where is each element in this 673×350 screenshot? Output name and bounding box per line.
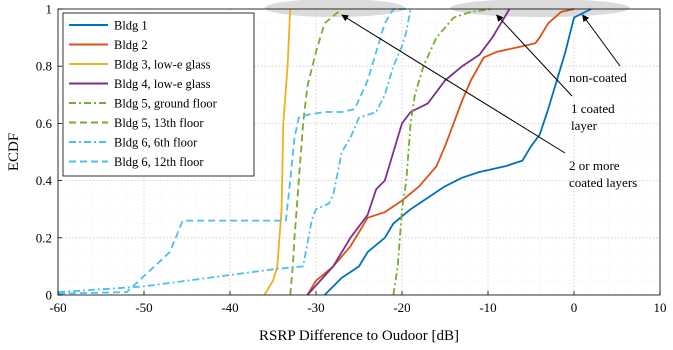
legend-label: Bldg 3, low-e glass [114, 58, 211, 72]
annotation-arrow [496, 14, 573, 97]
legend: Bldg 1 Bldg 2 Bldg 3, low-e glass Bldg 4, l… [62, 12, 255, 177]
annotation-label: layer [571, 118, 598, 133]
y-tick-label: 0.8 [36, 59, 52, 74]
highlight-blob-left [265, 0, 405, 17]
legend-label: Bldg 4, low-e glass [114, 77, 211, 91]
legend-label: Bldg 1 [114, 19, 148, 33]
annotation-label: 2 or more [569, 158, 620, 173]
y-tick-label: 0.2 [36, 230, 52, 245]
x-tick-label: -50 [135, 300, 152, 315]
x-tick-label: 10 [654, 300, 667, 315]
legend-label: Bldg 6, 6th floor [114, 136, 198, 150]
legend-label: Bldg 6, 12th floor [114, 155, 204, 169]
annotations: non-coated 1 coated layer 2 or more coated l… [341, 14, 637, 190]
legend-label: Bldg 5, ground floor [114, 97, 218, 111]
x-tick-label: -60 [49, 300, 66, 315]
y-tick-label: 0 [46, 288, 53, 303]
x-tick-label: -10 [479, 300, 496, 315]
x-axis-label: RSRP Difference to Oudoor [dB] [259, 328, 459, 344]
series-layer [57, 8, 592, 296]
x-axis: -60 -50 -40 -30 -20 -10 0 10 [49, 291, 667, 315]
series-line-6 [289, 8, 343, 296]
annotation-arrow [582, 14, 621, 67]
series-line-1 [323, 8, 592, 296]
series-line-3 [263, 8, 292, 296]
legend-label: Bldg 2 [114, 38, 148, 52]
y-tick-label: 0.4 [36, 173, 53, 188]
x-tick-label: -40 [221, 300, 238, 315]
legend-label: Bldg 5, 13th floor [114, 116, 204, 130]
annotation-label: non-coated [569, 70, 627, 85]
series-line-4 [306, 8, 511, 296]
annotation-label: 1 coated [571, 101, 615, 116]
series-line-7 [57, 8, 412, 293]
x-tick-label: -30 [307, 300, 324, 315]
x-tick-label: -20 [393, 300, 410, 315]
x-tick-label: 0 [571, 300, 578, 315]
annotation-arrow [341, 14, 566, 154]
annotation-label: coated layers [569, 175, 637, 190]
y-axis: 0 0.2 0.4 0.6 0.8 1 [36, 2, 62, 303]
y-tick-label: 0.6 [36, 116, 53, 131]
y-tick-label: 1 [46, 2, 53, 17]
series-line-5 [392, 8, 493, 296]
series-line-2 [306, 8, 575, 296]
series-line-8 [57, 8, 411, 295]
plot-frame [57, 8, 661, 296]
legend-box [62, 12, 255, 177]
y-axis-label: ECDF [6, 133, 22, 171]
